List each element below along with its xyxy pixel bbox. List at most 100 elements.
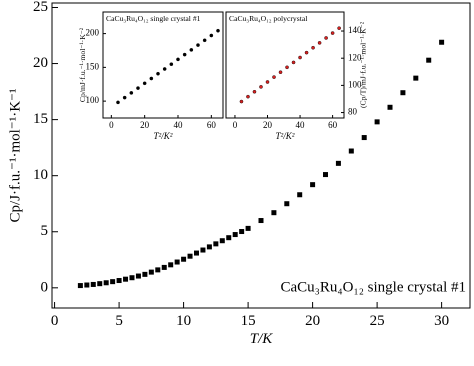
data-point — [149, 76, 154, 81]
x-tick-label: 5 — [115, 313, 123, 329]
data-point — [413, 75, 419, 81]
data-point — [226, 235, 232, 241]
data-point — [189, 48, 194, 52]
data-point — [272, 75, 276, 79]
y-tick-label: 150 — [86, 61, 100, 71]
y-axis-label: Cp/mJ·f.u.⁻¹·mol⁻¹·K⁻² — [78, 27, 87, 102]
annotation: CaCu₃Ru₄O₁₂ single crystal #1 — [281, 279, 467, 295]
x-tick-label: 40 — [174, 120, 184, 130]
data-point — [176, 57, 180, 62]
data-point — [200, 247, 206, 253]
x-tick-label: 20 — [140, 120, 150, 130]
y-tick-label: 80 — [348, 107, 358, 117]
data-point — [206, 244, 212, 250]
x-axis-label: T²/K² — [276, 131, 295, 141]
data-point — [213, 241, 219, 247]
y-tick-label: 200 — [86, 28, 100, 38]
y-tick-label: 10 — [33, 167, 48, 183]
data-point — [122, 95, 127, 100]
data-point — [337, 26, 341, 30]
y-tick-label: 5 — [41, 223, 49, 239]
data-point — [135, 273, 141, 279]
data-point — [246, 94, 250, 99]
inset-title: CaCu₃Ru₄O₁₂ polycrystal — [229, 14, 307, 23]
data-point — [252, 89, 257, 94]
y-tick-label: 120 — [348, 52, 362, 62]
data-point — [387, 104, 393, 110]
data-point — [324, 36, 328, 40]
data-point — [202, 38, 207, 43]
data-point — [129, 91, 134, 95]
data-point — [116, 278, 122, 284]
data-point — [271, 210, 277, 216]
data-point — [285, 65, 289, 70]
data-point — [136, 86, 140, 90]
data-point — [174, 259, 180, 265]
data-point — [297, 192, 303, 198]
data-point — [258, 218, 264, 224]
x-tick-label: 30 — [434, 313, 449, 329]
data-point — [330, 31, 335, 35]
x-tick-label: 25 — [370, 313, 385, 329]
data-point — [162, 67, 167, 71]
data-point — [278, 70, 283, 75]
data-point — [110, 279, 116, 285]
y-axis-label: Cp/J·f.u.⁻¹·mol⁻¹·K⁻¹ — [7, 89, 23, 223]
data-point — [181, 256, 187, 262]
data-point — [265, 80, 270, 84]
x-tick-label: 15 — [241, 313, 256, 329]
data-point — [284, 201, 290, 207]
x-tick-label: 20 — [263, 120, 273, 130]
data-point — [304, 50, 309, 55]
data-point — [209, 33, 214, 38]
x-tick-label: 60 — [328, 120, 338, 130]
data-point — [90, 281, 96, 287]
data-point — [245, 225, 251, 231]
data-point — [161, 264, 167, 270]
x-tick-label: 40 — [296, 120, 306, 130]
data-point — [97, 281, 103, 287]
data-point — [298, 55, 302, 60]
y-tick-label: 0 — [41, 279, 49, 295]
data-point — [182, 52, 187, 57]
data-point — [156, 71, 160, 76]
y-tick-label: 25 — [33, 0, 48, 15]
data-point — [239, 99, 244, 104]
data-point — [116, 100, 120, 105]
data-point — [169, 62, 174, 66]
data-point — [232, 232, 238, 238]
data-point — [310, 182, 316, 188]
data-point — [374, 119, 380, 125]
data-point — [317, 41, 322, 45]
data-point — [187, 253, 193, 259]
y-tick-label: 20 — [33, 55, 48, 71]
inset-title: CaCu₃Ru₄O₁₂ single crystal #1 — [106, 14, 201, 23]
data-point — [142, 271, 148, 277]
x-axis-label: T²/K² — [154, 131, 173, 141]
data-point — [77, 283, 83, 289]
y-tick-label: 140 — [348, 25, 362, 35]
x-tick-label: 0 — [233, 120, 238, 130]
x-tick-label: 60 — [207, 120, 217, 130]
data-point — [129, 275, 135, 281]
x-axis-label: T/K — [250, 331, 274, 347]
y-tick-label: 100 — [86, 95, 100, 105]
data-point — [123, 276, 129, 282]
data-point — [291, 60, 296, 65]
data-point — [193, 250, 199, 256]
y-axis-label: (Cp/T)/mJ·f.u.⁻¹·mol⁻¹·K⁻² — [359, 21, 368, 108]
data-point — [155, 267, 161, 273]
data-point — [361, 135, 367, 141]
data-point — [196, 43, 200, 47]
data-point — [142, 81, 147, 86]
data-point — [239, 229, 245, 235]
plot-frame — [102, 11, 224, 119]
y-tick-label: 15 — [33, 111, 48, 127]
data-point — [168, 262, 174, 268]
data-point — [348, 148, 354, 154]
data-point — [216, 28, 220, 33]
y-tick-label: 100 — [348, 79, 362, 89]
x-tick-label: 0 — [109, 120, 114, 130]
